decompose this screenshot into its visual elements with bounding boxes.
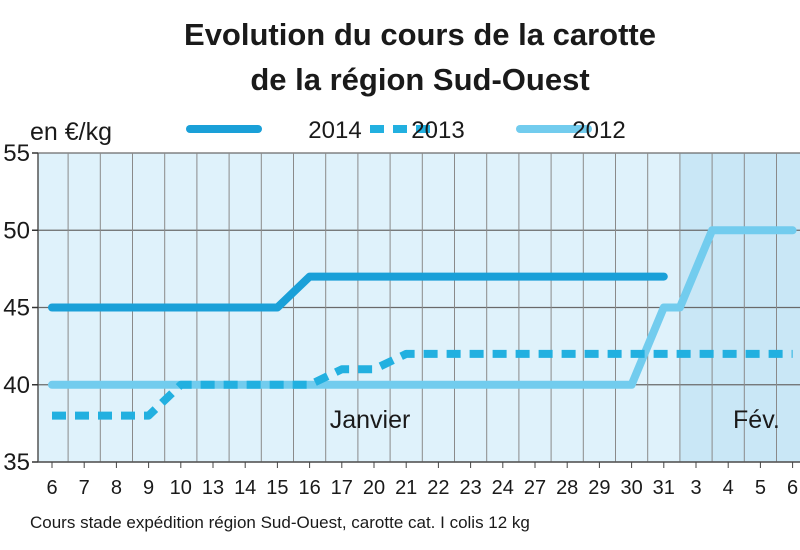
month-label: Janvier — [330, 406, 411, 434]
xtick-label-4: 4 — [723, 477, 734, 499]
month-label: Fév. — [733, 406, 780, 434]
ytick-label-55: 55 — [3, 140, 30, 167]
xtick-label-15: 15 — [266, 477, 288, 499]
xtick-label-16: 16 — [298, 477, 320, 499]
xtick-label-8: 8 — [111, 477, 122, 499]
chart-title-line1: Evolution du cours de la carotte — [184, 17, 656, 52]
xtick-label-10: 10 — [170, 477, 192, 499]
xtick-label-6: 6 — [787, 477, 798, 499]
xtick-label-23: 23 — [459, 477, 481, 499]
legend-label-2012: 2012 — [572, 117, 625, 144]
xtick-label-31: 31 — [653, 477, 675, 499]
ytick-label-45: 45 — [3, 295, 30, 322]
xtick-label-29: 29 — [588, 477, 610, 499]
xtick-label-3: 3 — [690, 477, 701, 499]
xtick-label-6: 6 — [46, 477, 57, 499]
series-line-2014 — [48, 272, 668, 312]
xtick-label-14: 14 — [234, 477, 256, 499]
legend-label-2014: 2014 — [308, 117, 361, 144]
xtick-label-20: 20 — [363, 477, 385, 499]
chart-title-line2: de la région Sud-Ouest — [250, 62, 589, 97]
y-axis-unit: en €/kg — [30, 118, 112, 146]
xtick-label-24: 24 — [492, 477, 514, 499]
legend: 2014 2013 2012 — [186, 117, 626, 144]
ytick-label-35: 35 — [3, 449, 30, 476]
source-note: Cours stade expédition région Sud-Ouest,… — [30, 513, 530, 532]
xtick-label-21: 21 — [395, 477, 417, 499]
xtick-label-30: 30 — [620, 477, 642, 499]
xtick-label-28: 28 — [556, 477, 578, 499]
xtick-label-5: 5 — [755, 477, 766, 499]
xtick-label-17: 17 — [331, 477, 353, 499]
xtick-label-7: 7 — [79, 477, 90, 499]
xtick-label-22: 22 — [427, 477, 449, 499]
xtick-label-9: 9 — [143, 477, 154, 499]
series-line-2013 — [52, 349, 793, 420]
series-line-2012 — [48, 226, 797, 389]
ytick-label-50: 50 — [3, 217, 30, 244]
ytick-label-40: 40 — [3, 372, 30, 399]
xtick-label-27: 27 — [524, 477, 546, 499]
legend-label-2013: 2013 — [411, 117, 464, 144]
xtick-label-13: 13 — [202, 477, 224, 499]
